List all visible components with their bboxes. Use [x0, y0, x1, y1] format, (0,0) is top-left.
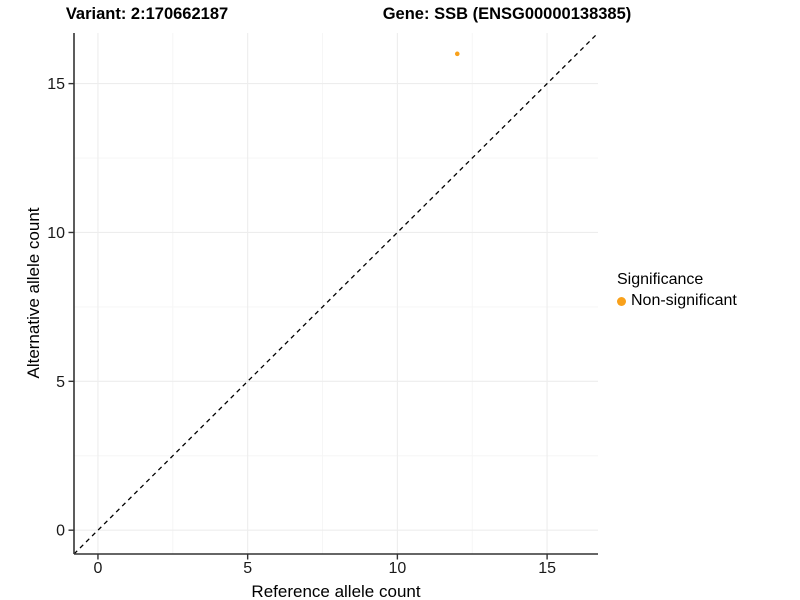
y-tick-label: 10: [47, 225, 65, 242]
plot-title-gene: Gene: SSB (ENSG00000138385): [382, 5, 632, 23]
legend: Significance Non-significant: [617, 271, 737, 310]
x-axis-title: Reference allele count: [251, 582, 421, 600]
y-tick-label: 15: [47, 76, 65, 93]
legend-item-label: Non-significant: [631, 292, 737, 309]
x-tick-label: 5: [243, 560, 252, 577]
data-point: [454, 51, 460, 57]
legend-title: Significance: [617, 271, 704, 288]
x-tick-label: 15: [538, 560, 556, 577]
identity-line: [73, 32, 599, 555]
y-axis-title: Alternative allele count: [24, 207, 43, 379]
y-tick-label: 0: [56, 523, 65, 540]
legend-item: Non-significant: [617, 292, 737, 310]
x-tick-label: 0: [94, 560, 103, 577]
y-tick-label: 5: [56, 374, 65, 391]
x-tick-label: 10: [388, 560, 406, 577]
plot-title-variant: Variant: 2:170662187: [65, 5, 229, 23]
legend-point-icon: [617, 296, 626, 306]
